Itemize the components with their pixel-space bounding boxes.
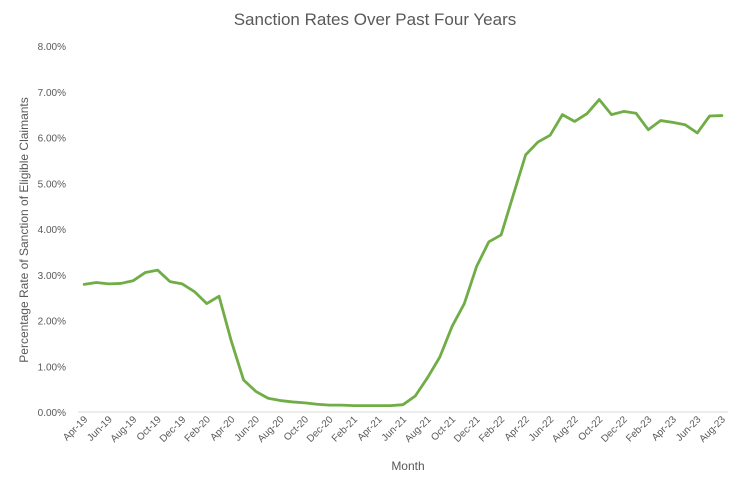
- x-tick-label: Apr-21: [356, 414, 385, 443]
- x-tick-label: Feb-22: [477, 414, 507, 444]
- x-tick-label: Dec-22: [599, 414, 630, 445]
- x-tick-label: Dec-19: [158, 414, 189, 445]
- y-tick-label: 5.00%: [38, 179, 66, 190]
- y-axis-label: Percentage Rate of Sanction of Eligible …: [17, 97, 31, 362]
- x-tick-label: Aug-19: [109, 414, 140, 445]
- series-line: [82, 98, 724, 408]
- x-axis: Apr-19Jun-19Aug-19Oct-19Dec-19Feb-20Apr-…: [61, 414, 728, 445]
- x-tick-label: Aug-21: [403, 414, 434, 445]
- y-tick-label: 4.00%: [38, 225, 66, 236]
- y-tick-label: 6.00%: [38, 134, 66, 145]
- y-tick-label: 1.00%: [38, 362, 66, 373]
- y-tick-label: 3.00%: [38, 271, 66, 282]
- x-tick-label: Aug-22: [550, 414, 581, 445]
- x-tick-label: Feb-23: [624, 414, 654, 444]
- y-tick-label: 7.00%: [38, 88, 66, 99]
- y-tick-label: 2.00%: [38, 317, 66, 328]
- y-tick-label: 8.00%: [38, 42, 66, 53]
- x-tick-label: Apr-20: [208, 414, 237, 443]
- x-tick-label: Apr-23: [650, 414, 679, 443]
- chart-title: Sanction Rates Over Past Four Years: [234, 10, 517, 29]
- x-tick-label: Dec-21: [452, 414, 483, 445]
- x-tick-label: Aug-23: [697, 414, 728, 445]
- x-tick-label: Apr-22: [503, 414, 532, 443]
- x-tick-label: Feb-20: [183, 414, 213, 444]
- series-group: [82, 98, 724, 408]
- x-tick-label: Dec-20: [305, 414, 336, 445]
- y-tick-label: 0.00%: [38, 408, 66, 419]
- y-axis: 0.00% 1.00% 2.00% 3.00% 4.00% 5.00% 6.00% 7.00%…: [38, 42, 66, 419]
- x-tick-label: Aug-20: [256, 414, 287, 445]
- x-tick-label: Feb-21: [330, 414, 360, 444]
- x-axis-label: Month: [391, 459, 424, 473]
